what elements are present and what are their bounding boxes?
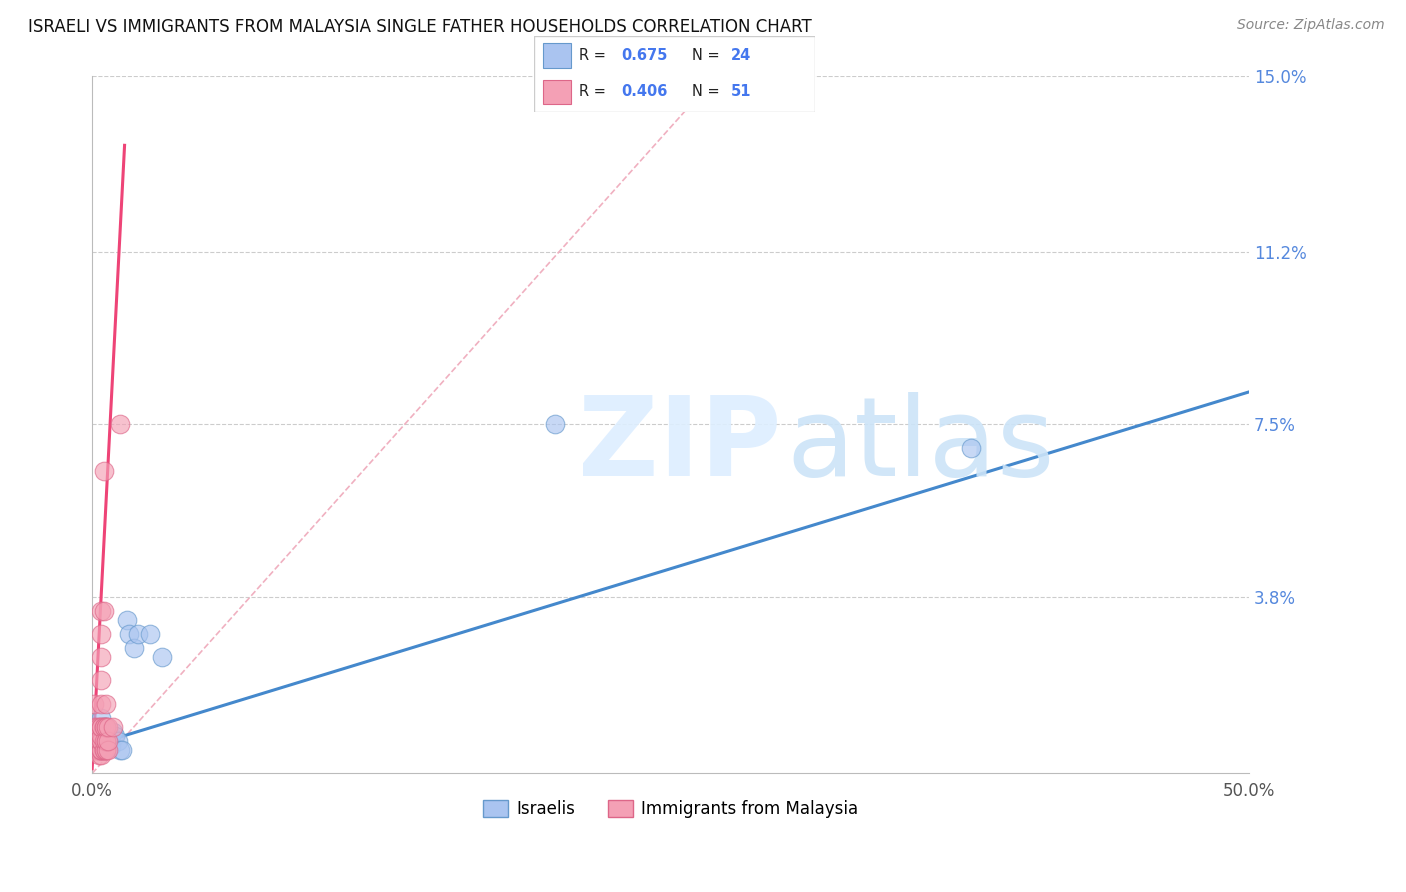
Point (90, 673, 112, 688)
Point (87, 743, 110, 757)
Point (90, 747, 112, 762)
FancyBboxPatch shape (534, 36, 815, 112)
Text: 0.675: 0.675 (621, 48, 668, 63)
Point (100, 729, 122, 743)
Text: N =: N = (692, 48, 724, 63)
Point (90, 697, 112, 711)
Point (86, 720, 108, 734)
Point (93, 604, 115, 618)
Text: N =: N = (692, 84, 724, 99)
Point (87, 747, 110, 762)
Point (94, 743, 117, 757)
Point (83, 743, 105, 757)
Point (87, 729, 110, 743)
Point (108, 417, 131, 432)
Point (90, 734, 112, 748)
Text: Source: ZipAtlas.com: Source: ZipAtlas.com (1237, 18, 1385, 32)
Point (107, 734, 129, 748)
Point (93, 720, 115, 734)
Point (83, 720, 105, 734)
Point (90, 743, 112, 757)
Point (93, 464, 115, 478)
Point (86, 743, 108, 757)
Point (90, 627, 112, 641)
Point (94, 697, 117, 711)
Point (97, 734, 120, 748)
Point (94, 743, 117, 757)
Point (139, 627, 162, 641)
Point (90, 720, 112, 734)
Text: ZIP: ZIP (578, 392, 782, 499)
Point (87, 743, 110, 757)
Point (87, 743, 110, 757)
Text: atlas: atlas (786, 392, 1054, 499)
Point (97, 720, 120, 734)
Point (90, 743, 112, 757)
Point (93, 743, 115, 757)
Point (90, 604, 112, 618)
Point (118, 627, 141, 641)
Point (86, 734, 108, 748)
Point (94, 734, 117, 748)
Point (960, 441, 983, 455)
Point (90, 729, 112, 743)
Point (90, 720, 112, 734)
Point (101, 720, 124, 734)
Point (122, 640, 145, 655)
Point (150, 650, 173, 665)
Point (93, 743, 115, 757)
Text: 24: 24 (731, 48, 751, 63)
Point (82, 743, 104, 757)
Point (93, 720, 115, 734)
Point (93, 720, 115, 734)
Point (115, 613, 138, 627)
Point (101, 724, 124, 739)
Point (87, 734, 110, 748)
Point (94, 720, 117, 734)
Point (90, 710, 112, 724)
Point (127, 627, 149, 641)
Point (104, 729, 127, 743)
Text: R =: R = (579, 48, 610, 63)
Point (94, 720, 117, 734)
Point (83, 697, 105, 711)
Point (93, 743, 115, 757)
Text: 51: 51 (731, 84, 752, 99)
Point (544, 417, 567, 432)
Point (97, 743, 120, 757)
Point (86, 729, 108, 743)
Text: ISRAELI VS IMMIGRANTS FROM MALAYSIA SINGLE FATHER HOUSEHOLDS CORRELATION CHART: ISRAELI VS IMMIGRANTS FROM MALAYSIA SING… (28, 18, 811, 36)
Point (86, 743, 108, 757)
Point (94, 734, 117, 748)
Point (86, 729, 108, 743)
Point (83, 729, 105, 743)
Point (94, 720, 117, 734)
Point (90, 739, 112, 753)
Point (94, 734, 117, 748)
Point (97, 734, 120, 748)
Point (111, 743, 134, 757)
Point (100, 739, 122, 753)
Text: R =: R = (579, 84, 610, 99)
Legend: Israelis, Immigrants from Malaysia: Israelis, Immigrants from Malaysia (477, 793, 865, 824)
Point (90, 743, 112, 757)
Point (90, 650, 112, 665)
Point (87, 720, 110, 734)
Point (93, 734, 115, 748)
Bar (543, 79, 571, 104)
Point (108, 743, 131, 757)
Point (87, 743, 110, 757)
Text: 0.406: 0.406 (621, 84, 668, 99)
Point (90, 734, 112, 748)
Bar (543, 44, 571, 68)
Point (87, 734, 110, 748)
